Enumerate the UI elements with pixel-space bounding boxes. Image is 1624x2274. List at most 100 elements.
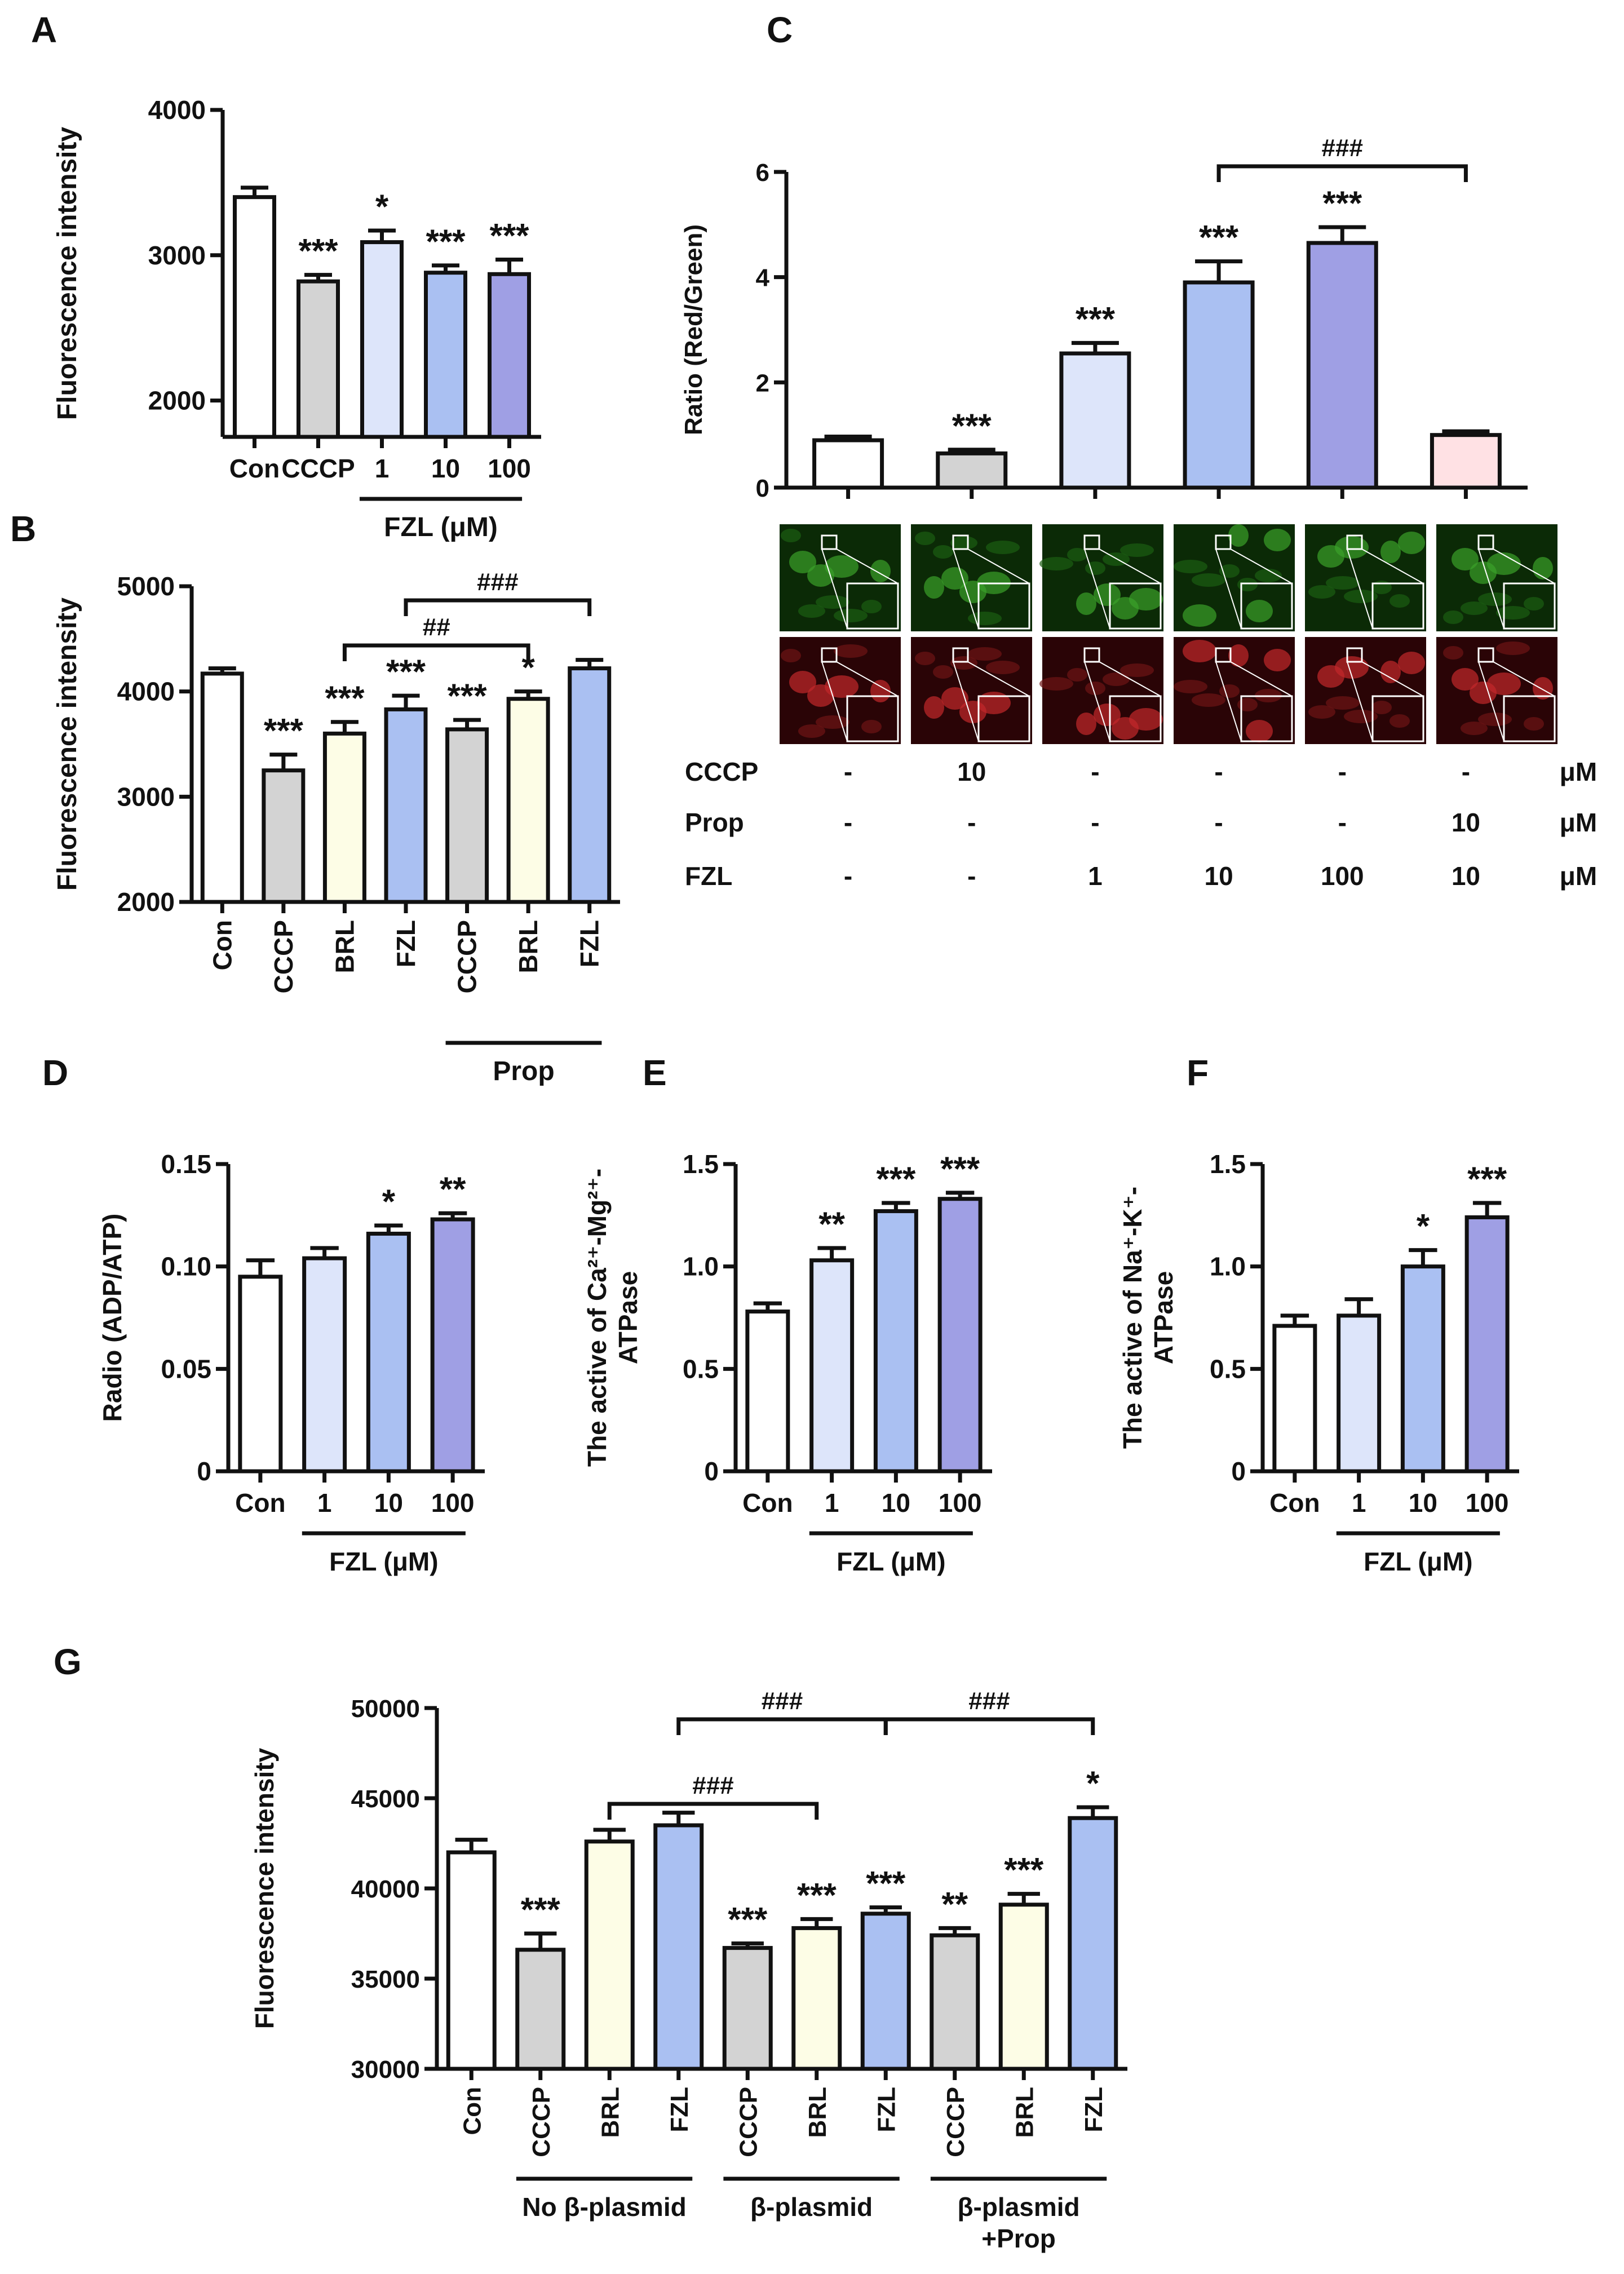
y-axis-label-line: ATPase [1149,1271,1178,1364]
cell-blob [1174,560,1207,573]
treatment-value: - [844,808,852,837]
x-category-label: CCCP [528,2087,555,2157]
cell-blob [1228,644,1249,667]
cell-blob [1085,682,1105,695]
y-tick-label: 0.5 [683,1354,719,1383]
bar [584,1839,635,2071]
bar [653,1823,704,2071]
hash-bracket [607,1802,819,1820]
y-tick-label: 30000 [351,2056,420,2083]
significance-label: *** [728,1901,768,1939]
bar [791,1926,842,2071]
group-label: β-plasmid [957,2192,1079,2222]
x-category-label: Con [742,1488,793,1518]
significance-label: *** [797,1876,837,1914]
cell-blob [781,529,801,542]
treatment-value: - [1214,808,1223,837]
y-tick-label: 0 [1231,1457,1246,1486]
cell-blob [816,715,849,729]
significance-label: *** [489,217,529,255]
panel-letter-g: G [54,1642,82,1682]
cell-blob [825,675,859,698]
x-category-label: Con [235,1488,285,1518]
treatment-value: - [1091,808,1099,837]
cell-blob [1076,592,1096,615]
zoom-line [967,548,1030,584]
x-category-label: 10 [431,454,460,483]
inset-box [846,695,899,742]
zoom-line [1230,548,1293,584]
inset-box [1503,582,1556,630]
treatment-value: 10 [1204,861,1233,891]
x-category-label: CCCP [734,2087,762,2157]
y-tick-label: 0 [197,1457,211,1486]
x-category-label: 100 [431,1488,475,1518]
x-category-label: BRL [330,920,359,974]
cell-blob [1255,569,1282,582]
cell-blob [1120,543,1154,557]
zoom-box [1215,534,1232,550]
cell-blob [1264,649,1291,671]
x-category-label: 100 [488,454,531,483]
cell-blob [1371,701,1392,714]
y-axis-label: Fluorescence intensity [250,1747,279,2029]
zoom-box [1346,534,1363,550]
x-category-label: 100 [1466,1488,1509,1518]
significance-label: *** [448,677,488,715]
hash-label: ### [1322,134,1363,162]
x-category-label: 1 [375,454,390,483]
zoom-line [1478,661,1504,742]
bar [297,279,340,439]
significance-label: *** [386,653,426,691]
cell-blob [986,541,1020,554]
cell-blob [1308,705,1335,719]
cell-blob [1524,597,1544,610]
cell-blob [1461,722,1488,735]
zoom-box [1346,647,1363,663]
y-axis-label: Fluorescence intensity [52,127,82,420]
cell-blob [1129,588,1163,610]
hash-label: ### [762,1687,803,1715]
significance-label: *** [325,679,365,717]
group-label: FZL (μM) [384,512,498,542]
y-axis-label: Fluorescence intensity [52,598,82,891]
treatment-value: - [1338,808,1347,837]
bar [322,731,366,904]
cell-blob [834,609,868,622]
treatment-value: 10 [1452,861,1480,891]
zoom-line [1493,661,1555,697]
bar [506,697,550,904]
bar [998,1903,1049,2071]
y-tick-label: 3000 [148,241,206,270]
cell-blob [1398,532,1425,554]
zoom-line [1493,548,1555,584]
significance-label: ** [941,1885,968,1923]
cell-blob [1326,576,1360,590]
bar [722,1946,773,2071]
cell-blob [1094,704,1121,726]
cell-blob [789,551,816,573]
hash-label: ## [423,613,450,641]
zoom-line [821,548,848,629]
bar [936,451,1008,490]
y-tick-label: 0.5 [1210,1354,1246,1383]
zoom-line [836,661,899,697]
cell-blob [950,656,977,670]
zoom-box [1083,647,1100,663]
bar [937,1197,983,1474]
treatment-value: - [1338,757,1347,786]
hash-bracket [883,1717,1095,1735]
x-category-label: BRL [804,2087,831,2138]
cell-blob [861,720,882,733]
treatment-row-label: CCCP [685,757,758,786]
y-axis-label-line: The active of Ca²⁺-Mg²⁺- [582,1169,612,1467]
zoom-line [836,548,899,584]
y-tick-label: 4000 [117,677,175,706]
significance-label: * [375,188,389,225]
significance-label: *** [264,712,304,750]
cell-blob [1380,661,1401,683]
zoom-box [1083,534,1100,550]
treatment-unit: μM [1560,757,1597,786]
cell-blob [1067,668,1087,682]
